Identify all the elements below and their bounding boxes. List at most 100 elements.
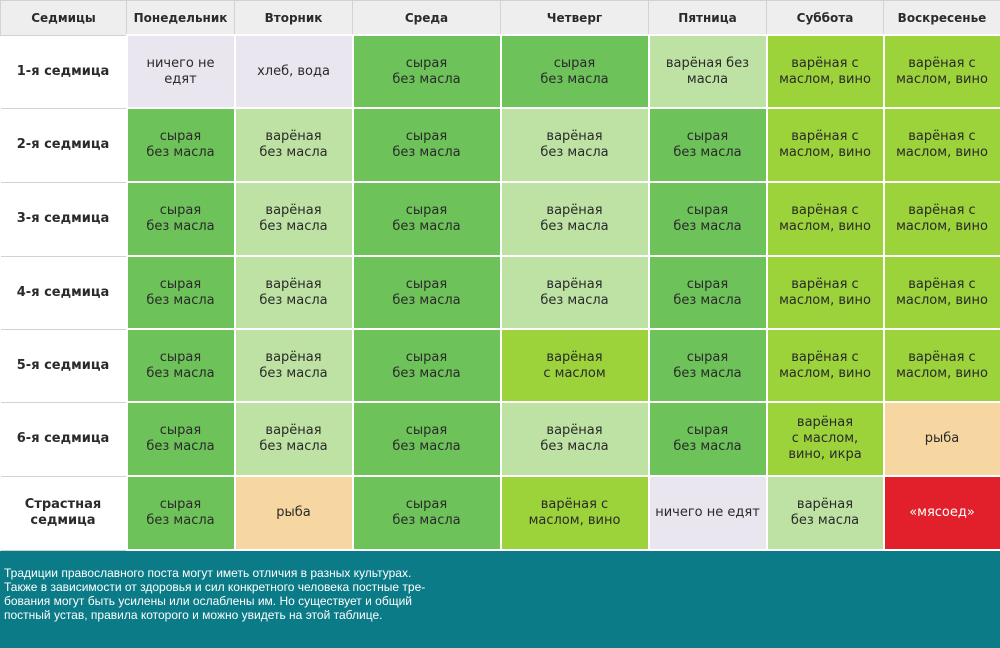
cell-text: варёная с маслом, вино — [779, 129, 871, 160]
cell-friday: сырая без масла — [647, 107, 768, 183]
cell-text: варёная без масла — [259, 203, 328, 234]
cell-thursday: варёная без масла — [499, 255, 650, 330]
cell-saturday: варёная с маслом, вино — [765, 181, 885, 257]
header-thursday: Четверг — [500, 0, 649, 36]
cell-friday: ничего не едят — [647, 475, 768, 551]
cell-wednesday: сырая без масла — [351, 107, 502, 183]
cell-text: варёная без масла — [540, 129, 609, 160]
week-label-text: 2-я седмица — [16, 137, 110, 152]
cell-friday: варёная без масла — [647, 34, 768, 109]
cell-text: варёная без масла — [540, 276, 609, 308]
header-weeks: Седмицы — [0, 0, 127, 36]
cell-text: сырая без масла — [146, 129, 215, 160]
cell-text: варёная без масла — [259, 349, 328, 381]
cell-friday: сырая без масла — [647, 328, 768, 403]
cell-text: рыба — [276, 505, 311, 520]
cell-wednesday: сырая без масла — [351, 34, 502, 109]
cell-text: варёная с маслом, вино — [528, 497, 621, 528]
cell-text: варёная без масла — [665, 55, 750, 87]
cell-wednesday: сырая без масла — [351, 255, 502, 330]
cell-text: сырая без масла — [673, 276, 742, 308]
week-label: 4-я седмица — [0, 255, 127, 330]
cell-sunday: рыба — [882, 401, 1000, 477]
header-saturday: Суббота — [766, 0, 884, 36]
week-label: 5-я седмица — [0, 328, 127, 403]
cell-text: варёная с маслом, вино — [779, 203, 871, 234]
cell-saturday: варёная с маслом, вино — [765, 107, 885, 183]
header-tuesday: Вторник — [234, 0, 353, 36]
week-label-text: 1-я седмица — [16, 63, 110, 79]
cell-saturday: варёная без масла — [765, 475, 885, 551]
header-monday: Понедельник — [126, 0, 235, 36]
cell-saturday: варёная с маслом, вино, икра — [765, 401, 885, 477]
cell-text: варёная без масла — [259, 129, 328, 160]
cell-text: сырая без масла — [673, 129, 742, 160]
cell-text: варёная с маслом, вино — [896, 129, 988, 160]
header-friday: Пятница — [648, 0, 767, 36]
cell-monday: сырая без масла — [125, 475, 236, 551]
cell-monday: сырая без масла — [125, 255, 236, 330]
cell-friday: сырая без масла — [647, 401, 768, 477]
cell-saturday: варёная с маслом, вино — [765, 328, 885, 403]
table-row: Страстная седмица сырая без масла рыба сыра… — [0, 475, 1000, 551]
table-row: 3-я седмица сырая без масла варёная без ма… — [0, 181, 1000, 257]
cell-thursday: варёная без масла — [499, 401, 650, 477]
table-row: 5-я седмица сырая без масла варёная без ма… — [0, 328, 1000, 403]
week-label: 3-я седмица — [0, 181, 127, 257]
cell-text: сырая без масла — [146, 203, 215, 234]
cell-text: сырая без масла — [392, 55, 461, 87]
cell-sunday: варёная с маслом, вино — [882, 328, 1000, 403]
cell-thursday: сырая без масла — [499, 34, 650, 109]
cell-saturday: варёная с маслом, вино — [765, 255, 885, 330]
cell-text: варёная с маслом, вино — [896, 55, 988, 87]
week-label-text: 3-я седмица — [16, 211, 110, 226]
cell-text: варёная без масла — [540, 423, 609, 454]
cell-monday: сырая без масла — [125, 401, 236, 477]
cell-tuesday: хлеб, вода — [233, 34, 354, 109]
header-sunday: Воскресенье — [883, 0, 1000, 36]
cell-thursday: варёная без масла — [499, 181, 650, 257]
week-label-text: Страстная седмица — [24, 497, 102, 528]
week-label: 6-я седмица — [0, 401, 127, 477]
cell-sunday: варёная с маслом, вино — [882, 181, 1000, 257]
cell-text: сырая без масла — [540, 55, 609, 87]
cell-friday: сырая без масла — [647, 181, 768, 257]
cell-tuesday: варёная без масла — [233, 181, 354, 257]
cell-thursday: варёная с маслом, вино — [499, 475, 650, 551]
cell-monday: сырая без масла — [125, 181, 236, 257]
week-label-text: 5-я седмица — [16, 357, 110, 373]
cell-text: варёная с маслом, вино — [896, 203, 988, 234]
cell-text: варёная без масла — [259, 423, 328, 454]
cell-text: варёная с маслом — [543, 349, 606, 381]
cell-text: варёная с маслом, вино — [779, 55, 871, 87]
cell-text: сырая без масла — [392, 497, 461, 528]
week-label-text: 6-я седмица — [16, 431, 110, 446]
cell-wednesday: сырая без масла — [351, 475, 502, 551]
cell-thursday: варёная без масла — [499, 107, 650, 183]
week-label: Страстная седмица — [0, 475, 127, 551]
cell-text: сырая без масла — [392, 129, 461, 160]
cell-saturday: варёная с маслом, вино — [765, 34, 885, 109]
cell-text: хлеб, вода — [257, 63, 330, 79]
cell-text: «мясоед» — [909, 505, 975, 520]
cell-text: варёная с маслом, вино — [779, 349, 871, 381]
cell-text: сырая без масла — [673, 349, 742, 381]
cell-text: ничего не едят — [146, 55, 215, 87]
cell-friday: сырая без масла — [647, 255, 768, 330]
cell-text: сырая без масла — [673, 203, 742, 234]
header-row: Седмицы Понедельник Вторник Среда Четвер… — [0, 0, 1000, 36]
cell-text: сырая без масла — [392, 203, 461, 234]
cell-text: сырая без масла — [673, 423, 742, 454]
cell-tuesday: рыба — [233, 475, 354, 551]
table-row: 1-я седмица ничего не едят хлеб, вода сырая… — [0, 34, 1000, 109]
cell-thursday: варёная с маслом — [499, 328, 650, 403]
week-label: 1-я седмица — [0, 34, 127, 109]
cell-sunday: варёная с маслом, вино — [882, 34, 1000, 109]
cell-text: варёная без масла — [259, 276, 328, 308]
cell-text: сырая без масла — [146, 349, 215, 381]
cell-text: сырая без масла — [146, 497, 215, 528]
cell-text: рыба — [924, 431, 960, 446]
cell-tuesday: варёная без масла — [233, 107, 354, 183]
cell-sunday: «мясоед» — [882, 475, 1000, 551]
